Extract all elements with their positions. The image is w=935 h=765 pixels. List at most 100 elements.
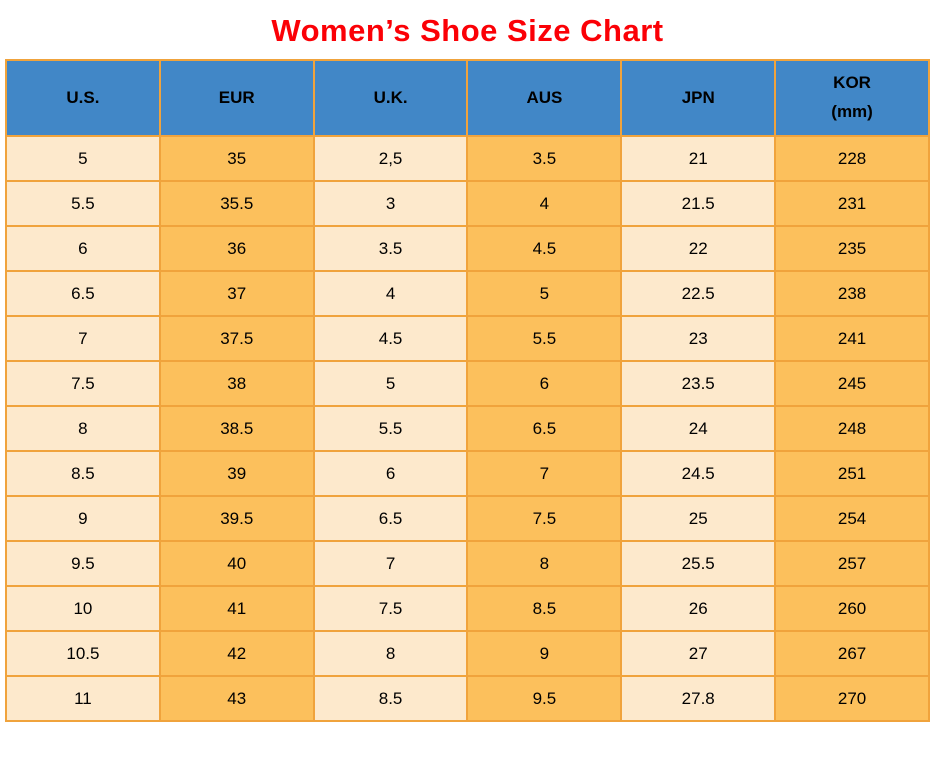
table-cell: 4.5 bbox=[466, 225, 623, 272]
table-cell: 254 bbox=[774, 495, 930, 542]
table-row: 5.5 35.5 3 4 21.5 231 bbox=[5, 180, 930, 227]
column-header-eur: EUR bbox=[158, 59, 315, 137]
table-cell: 43 bbox=[158, 675, 315, 722]
page-title: Women’s Shoe Size Chart bbox=[271, 13, 664, 48]
table-row: 7 37.5 4.5 5.5 23 241 bbox=[5, 315, 930, 362]
table-cell: 3 bbox=[312, 180, 469, 227]
table-cell: 22.5 bbox=[620, 270, 777, 317]
table-cell: 8.5 bbox=[5, 450, 161, 497]
table-cell: 6.5 bbox=[5, 270, 161, 317]
table-cell: 39.5 bbox=[158, 495, 315, 542]
table-cell: 3.5 bbox=[312, 225, 469, 272]
table-cell: 25 bbox=[620, 495, 777, 542]
table-cell: 6.5 bbox=[312, 495, 469, 542]
table-cell: 4 bbox=[466, 180, 623, 227]
table-cell: 10 bbox=[5, 585, 161, 632]
table-cell: 2,5 bbox=[312, 135, 469, 182]
table-cell: 8.5 bbox=[466, 585, 623, 632]
table-cell: 260 bbox=[774, 585, 930, 632]
table-cell: 35.5 bbox=[158, 180, 315, 227]
table-row: 5 35 2,5 3.5 21 228 bbox=[5, 135, 930, 182]
table-cell: 39 bbox=[158, 450, 315, 497]
table-cell: 5.5 bbox=[312, 405, 469, 452]
table-cell: 7.5 bbox=[466, 495, 623, 542]
table-cell: 5 bbox=[466, 270, 623, 317]
table-cell: 6.5 bbox=[466, 405, 623, 452]
table-cell: 7 bbox=[312, 540, 469, 587]
table-cell: 42 bbox=[158, 630, 315, 677]
table-cell: 35 bbox=[158, 135, 315, 182]
table-cell: 7.5 bbox=[5, 360, 161, 407]
table-cell: 241 bbox=[774, 315, 930, 362]
table-body: 5 35 2,5 3.5 21 228 5.5 35.5 3 4 21.5 231 6 36 3.5 4.5 2… bbox=[5, 135, 930, 722]
table-row: 7.5 38 5 6 23.5 245 bbox=[5, 360, 930, 407]
table-cell: 41 bbox=[158, 585, 315, 632]
table-cell: 5.5 bbox=[5, 180, 161, 227]
column-header-us: U.S. bbox=[5, 59, 161, 137]
table-cell: 8 bbox=[466, 540, 623, 587]
table-cell: 5 bbox=[5, 135, 161, 182]
table-cell: 257 bbox=[774, 540, 930, 587]
table-cell: 23 bbox=[620, 315, 777, 362]
table-cell: 22 bbox=[620, 225, 777, 272]
table-cell: 27.8 bbox=[620, 675, 777, 722]
table-cell: 40 bbox=[158, 540, 315, 587]
table-cell: 245 bbox=[774, 360, 930, 407]
table-cell: 6 bbox=[312, 450, 469, 497]
table-cell: 6 bbox=[466, 360, 623, 407]
table-cell: 6 bbox=[5, 225, 161, 272]
table-cell: 270 bbox=[774, 675, 930, 722]
table-cell: 251 bbox=[774, 450, 930, 497]
table-cell: 24 bbox=[620, 405, 777, 452]
table-cell: 36 bbox=[158, 225, 315, 272]
table-cell: 26 bbox=[620, 585, 777, 632]
table-cell: 9 bbox=[5, 495, 161, 542]
table-row: 8.5 39 6 7 24.5 251 bbox=[5, 450, 930, 497]
table-cell: 231 bbox=[774, 180, 930, 227]
table-row: 10.5 42 8 9 27 267 bbox=[5, 630, 930, 677]
table-cell: 9 bbox=[466, 630, 623, 677]
shoe-size-table: U.S. EUR U.K. AUS JPN KOR (mm) 5 35 2,5 3.5… bbox=[5, 59, 930, 722]
table-cell: 37.5 bbox=[158, 315, 315, 362]
table-cell: 4 bbox=[312, 270, 469, 317]
table-cell: 10.5 bbox=[5, 630, 161, 677]
table-cell: 25.5 bbox=[620, 540, 777, 587]
table-cell: 5 bbox=[312, 360, 469, 407]
table-cell: 24.5 bbox=[620, 450, 777, 497]
table-cell: 248 bbox=[774, 405, 930, 452]
table-cell: 8 bbox=[312, 630, 469, 677]
table-row: 6.5 37 4 5 22.5 238 bbox=[5, 270, 930, 317]
table-cell: 5.5 bbox=[466, 315, 623, 362]
table-cell: 37 bbox=[158, 270, 315, 317]
column-header-jpn: JPN bbox=[620, 59, 777, 137]
table-cell: 38 bbox=[158, 360, 315, 407]
table-row: 11 43 8.5 9.5 27.8 270 bbox=[5, 675, 930, 722]
table-cell: 228 bbox=[774, 135, 930, 182]
table-cell: 238 bbox=[774, 270, 930, 317]
table-cell: 3.5 bbox=[466, 135, 623, 182]
table-header-row: U.S. EUR U.K. AUS JPN KOR (mm) bbox=[5, 59, 930, 137]
table-cell: 9.5 bbox=[466, 675, 623, 722]
table-cell: 7 bbox=[466, 450, 623, 497]
column-header-kor-mm: KOR (mm) bbox=[774, 59, 930, 137]
table-cell: 27 bbox=[620, 630, 777, 677]
table-cell: 21 bbox=[620, 135, 777, 182]
column-header-uk: U.K. bbox=[312, 59, 469, 137]
table-cell: 4.5 bbox=[312, 315, 469, 362]
table-cell: 235 bbox=[774, 225, 930, 272]
column-header-aus: AUS bbox=[466, 59, 623, 137]
table-cell: 9.5 bbox=[5, 540, 161, 587]
table-cell: 7 bbox=[5, 315, 161, 362]
table-cell: 38.5 bbox=[158, 405, 315, 452]
table-cell: 8 bbox=[5, 405, 161, 452]
table-row: 8 38.5 5.5 6.5 24 248 bbox=[5, 405, 930, 452]
table-cell: 21.5 bbox=[620, 180, 777, 227]
table-row: 9 39.5 6.5 7.5 25 254 bbox=[5, 495, 930, 542]
table-cell: 267 bbox=[774, 630, 930, 677]
table-row: 6 36 3.5 4.5 22 235 bbox=[5, 225, 930, 272]
table-cell: 11 bbox=[5, 675, 161, 722]
table-cell: 7.5 bbox=[312, 585, 469, 632]
table-header: U.S. EUR U.K. AUS JPN KOR (mm) bbox=[5, 59, 930, 137]
table-row: 9.5 40 7 8 25.5 257 bbox=[5, 540, 930, 587]
table-row: 10 41 7.5 8.5 26 260 bbox=[5, 585, 930, 632]
